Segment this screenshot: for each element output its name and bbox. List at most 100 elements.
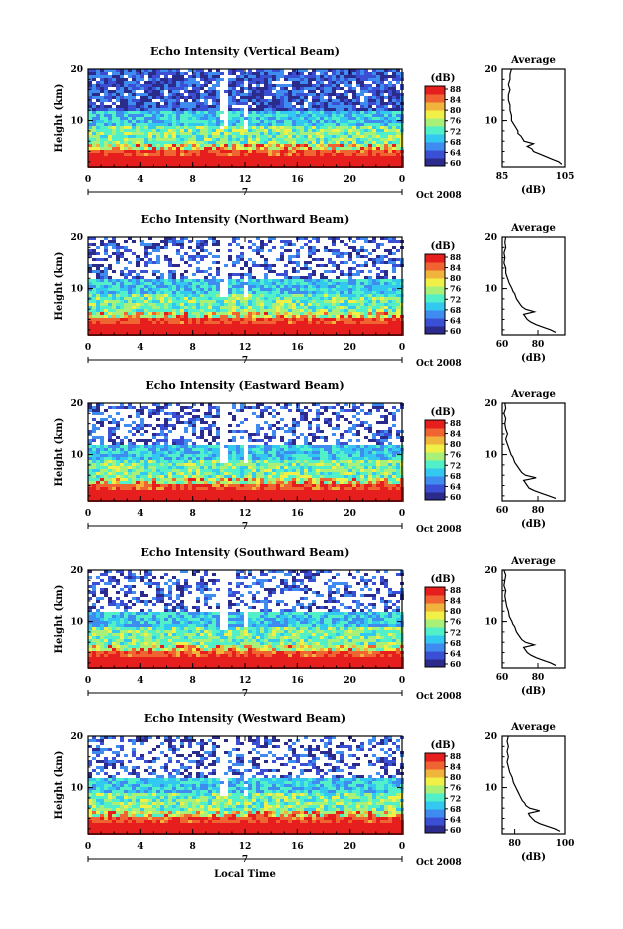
heatmap-cell [320,150,324,153]
heatmap-cell [192,421,196,424]
heatmap-cell [152,129,156,132]
heatmap-cell [200,129,204,132]
heatmap-cell [216,415,220,418]
heatmap-cell [316,258,320,261]
heatmap-cell [200,282,204,285]
heatmap-cell [240,141,244,144]
heatmap-cell [268,108,272,111]
heatmap-cell [288,300,292,303]
heatmap-cell [172,135,176,138]
heatmap-cell [240,156,244,159]
heatmap-cell [328,315,332,318]
heatmap-cell [156,114,160,117]
heatmap-cell [384,111,388,114]
heatmap-cell [292,159,296,162]
heatmap-cell [116,261,120,264]
heatmap-cell [100,312,104,315]
heatmap-cell [200,78,204,81]
heatmap-cell [264,78,268,81]
heatmap-cell [256,114,260,117]
heatmap-cell [372,129,376,132]
heatmap-cell [212,150,216,153]
heatmap-cell [324,318,328,321]
heatmap-cell [240,406,244,409]
heatmap-cell [188,117,192,120]
heatmap-cell [164,240,168,243]
heatmap-cell [316,108,320,111]
heatmap-cell [100,297,104,300]
heatmap-cell [328,144,332,147]
heatmap-cell [232,117,236,120]
heatmap-cell [148,409,152,412]
heatmap-cell [216,123,220,126]
heatmap-cell [276,117,280,120]
heatmap-cell [396,150,400,153]
heatmap-cell [340,285,344,288]
heatmap-cell [148,87,152,90]
heatmap-cell [300,123,304,126]
x-tick-label: 16 [291,343,304,353]
heatmap-cell [376,156,380,159]
heatmap-cell [392,75,396,78]
heatmap-cell [256,162,260,165]
heatmap-cell [384,421,388,424]
heatmap-cell [116,75,120,78]
heatmap-cell [252,72,256,75]
heatmap-cell [300,324,304,327]
heatmap-cell [108,129,112,132]
heatmap-cell [104,150,108,153]
heatmap-cell [240,72,244,75]
heatmap-cell [120,138,124,141]
heatmap-cell [244,135,248,138]
heatmap-cell [392,237,396,240]
heatmap-cell [292,138,296,141]
heatmap-cell [108,264,112,267]
heatmap-cell [388,306,392,309]
heatmap-cell [296,72,300,75]
heatmap-cell [336,162,340,165]
heatmap-cell [212,424,216,427]
heatmap-cell [232,327,236,330]
heatmap-cell [88,117,92,120]
heatmap-cell [184,421,188,424]
heatmap-cell [92,412,96,415]
heatmap-cell [280,138,284,141]
heatmap-cell [280,273,284,276]
heatmap-cell [260,96,264,99]
heatmap-cell [88,84,92,87]
heatmap-cell [152,147,156,150]
heatmap-cell [164,132,168,135]
heatmap-cell [328,96,332,99]
heatmap-cell [272,430,276,433]
heatmap-cell [268,279,272,282]
heatmap-cell [288,156,292,159]
heatmap-cell [124,282,128,285]
heatmap-cell [264,99,268,102]
heatmap-cell [356,324,360,327]
heatmap-cell [128,69,132,72]
heatmap-cell [360,93,364,96]
heatmap-cell [320,285,324,288]
heatmap-cell [132,72,136,75]
heatmap-cell [332,321,336,324]
heatmap-cell [88,327,92,330]
heatmap-cell [200,96,204,99]
heatmap-cell [216,327,220,330]
heatmap-cell [272,306,276,309]
heatmap-cell [272,93,276,96]
heatmap-cell [344,147,348,150]
heatmap-cell [292,255,296,258]
heatmap-cell [336,141,340,144]
heatmap-cell [376,129,380,132]
heatmap-cell [132,294,136,297]
heatmap-cell [296,291,300,294]
heatmap-cell [392,412,396,415]
heatmap-cell [192,409,196,412]
heatmap-cell [112,147,116,150]
heatmap-cell [204,312,208,315]
heatmap-cell [392,252,396,255]
heatmap-cell [204,78,208,81]
heatmap-cell [300,412,304,415]
heatmap-cell [192,424,196,427]
heatmap-cell [304,117,308,120]
